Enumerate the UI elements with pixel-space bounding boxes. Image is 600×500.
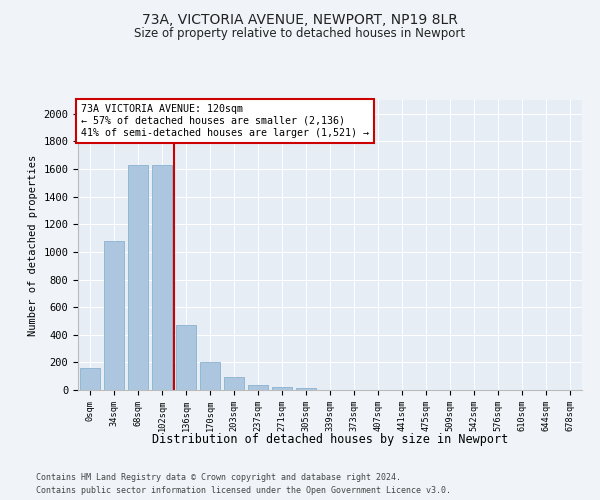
Text: Contains HM Land Registry data © Crown copyright and database right 2024.: Contains HM Land Registry data © Crown c… (36, 472, 401, 482)
Text: Size of property relative to detached houses in Newport: Size of property relative to detached ho… (134, 28, 466, 40)
Bar (152, 165, 172, 390)
Text: 73A, VICTORIA AVENUE, NEWPORT, NP19 8LR: 73A, VICTORIA AVENUE, NEWPORT, NP19 8LR (142, 12, 458, 26)
Bar (80, 368, 100, 390)
Text: 73A VICTORIA AVENUE: 120sqm
← 57% of detached houses are smaller (2,136)
41% of : 73A VICTORIA AVENUE: 120sqm ← 57% of det… (80, 104, 368, 138)
Text: Contains public sector information licensed under the Open Government Licence v3: Contains public sector information licen… (36, 486, 451, 495)
Y-axis label: Number of detached properties: Number of detached properties (28, 154, 38, 336)
Bar (176, 325, 196, 390)
Bar (200, 362, 220, 390)
Bar (296, 388, 316, 390)
Bar (224, 377, 244, 390)
Bar (104, 241, 124, 390)
Bar (248, 385, 268, 390)
Bar (128, 165, 148, 390)
Bar (272, 386, 292, 390)
Text: Distribution of detached houses by size in Newport: Distribution of detached houses by size … (152, 432, 508, 446)
